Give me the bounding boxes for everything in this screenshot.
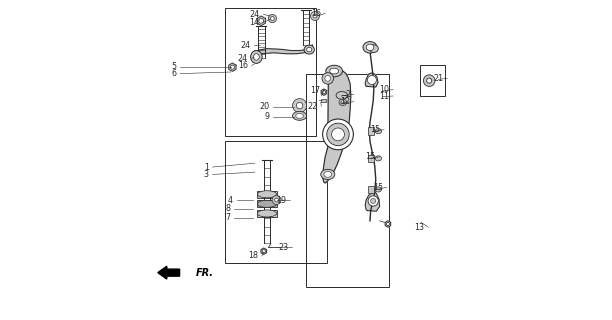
Text: FR.: FR. — [196, 268, 214, 278]
Ellipse shape — [325, 76, 330, 81]
Text: 24: 24 — [237, 54, 248, 63]
Ellipse shape — [253, 54, 259, 60]
Ellipse shape — [313, 14, 317, 18]
Ellipse shape — [258, 200, 277, 207]
Ellipse shape — [324, 172, 332, 177]
Ellipse shape — [427, 78, 431, 83]
Ellipse shape — [296, 113, 304, 118]
Ellipse shape — [230, 65, 234, 69]
Bar — [258, 210, 277, 217]
Ellipse shape — [332, 128, 345, 141]
Polygon shape — [365, 73, 378, 87]
Text: 19: 19 — [276, 196, 286, 204]
Ellipse shape — [363, 42, 377, 53]
Ellipse shape — [272, 196, 281, 204]
Ellipse shape — [271, 17, 274, 20]
Ellipse shape — [336, 92, 348, 99]
Text: 4: 4 — [228, 196, 233, 204]
Bar — [225, 8, 316, 136]
Ellipse shape — [307, 47, 312, 52]
Ellipse shape — [371, 198, 376, 204]
Polygon shape — [257, 16, 266, 26]
Ellipse shape — [293, 111, 307, 120]
Text: 10: 10 — [379, 85, 389, 94]
Ellipse shape — [368, 196, 378, 206]
Ellipse shape — [322, 73, 334, 84]
Ellipse shape — [275, 198, 278, 202]
Bar — [368, 127, 374, 135]
Ellipse shape — [258, 191, 277, 198]
Text: 15: 15 — [365, 152, 376, 161]
Text: 22: 22 — [307, 102, 318, 111]
Text: 12: 12 — [340, 97, 350, 106]
Text: 21: 21 — [433, 74, 444, 83]
Ellipse shape — [251, 51, 262, 63]
Text: 24: 24 — [240, 41, 250, 50]
Polygon shape — [323, 70, 351, 183]
Ellipse shape — [323, 91, 326, 94]
Text: 1: 1 — [204, 163, 209, 172]
Text: 16: 16 — [312, 9, 321, 18]
Ellipse shape — [375, 156, 381, 161]
Ellipse shape — [366, 44, 374, 51]
Text: 13: 13 — [414, 223, 424, 232]
Ellipse shape — [262, 250, 266, 253]
Ellipse shape — [341, 101, 345, 104]
Text: 16: 16 — [237, 61, 248, 70]
Ellipse shape — [259, 19, 264, 23]
Ellipse shape — [370, 45, 378, 52]
Bar — [368, 186, 374, 193]
Text: 6: 6 — [171, 69, 176, 78]
Ellipse shape — [323, 119, 353, 150]
Polygon shape — [385, 221, 390, 227]
FancyArrow shape — [158, 266, 179, 279]
Text: 24: 24 — [250, 10, 259, 19]
Bar — [368, 155, 374, 162]
Text: 9: 9 — [264, 112, 269, 121]
Bar — [321, 99, 326, 102]
Bar — [306, 74, 389, 287]
Text: 15: 15 — [370, 125, 380, 134]
Ellipse shape — [310, 12, 319, 20]
Ellipse shape — [296, 102, 303, 109]
Ellipse shape — [375, 129, 381, 134]
Ellipse shape — [327, 123, 349, 146]
Text: 7: 7 — [225, 213, 231, 222]
Polygon shape — [253, 45, 312, 54]
Ellipse shape — [339, 99, 346, 106]
Bar — [225, 141, 327, 263]
Ellipse shape — [321, 169, 335, 180]
Text: 15: 15 — [373, 183, 382, 192]
Ellipse shape — [424, 75, 435, 86]
Bar — [258, 200, 277, 207]
Ellipse shape — [330, 68, 338, 74]
Text: 23: 23 — [278, 243, 288, 252]
Polygon shape — [321, 89, 327, 95]
Polygon shape — [365, 192, 379, 211]
Text: 5: 5 — [171, 62, 176, 71]
Ellipse shape — [375, 187, 381, 192]
Text: 20: 20 — [259, 102, 269, 111]
Ellipse shape — [326, 65, 343, 77]
Ellipse shape — [367, 76, 376, 84]
Polygon shape — [229, 63, 236, 71]
Text: 11: 11 — [379, 92, 389, 100]
Text: 17: 17 — [310, 86, 320, 95]
Text: 14: 14 — [250, 18, 259, 27]
Bar — [420, 65, 445, 96]
Text: 8: 8 — [225, 204, 231, 213]
Ellipse shape — [268, 14, 277, 23]
Ellipse shape — [386, 222, 389, 226]
Text: 18: 18 — [248, 252, 258, 260]
Ellipse shape — [258, 210, 277, 217]
Ellipse shape — [304, 45, 315, 54]
Text: 3: 3 — [204, 170, 209, 179]
Text: 2: 2 — [345, 90, 350, 99]
Polygon shape — [261, 248, 267, 254]
Ellipse shape — [293, 99, 307, 113]
Bar — [258, 191, 277, 198]
